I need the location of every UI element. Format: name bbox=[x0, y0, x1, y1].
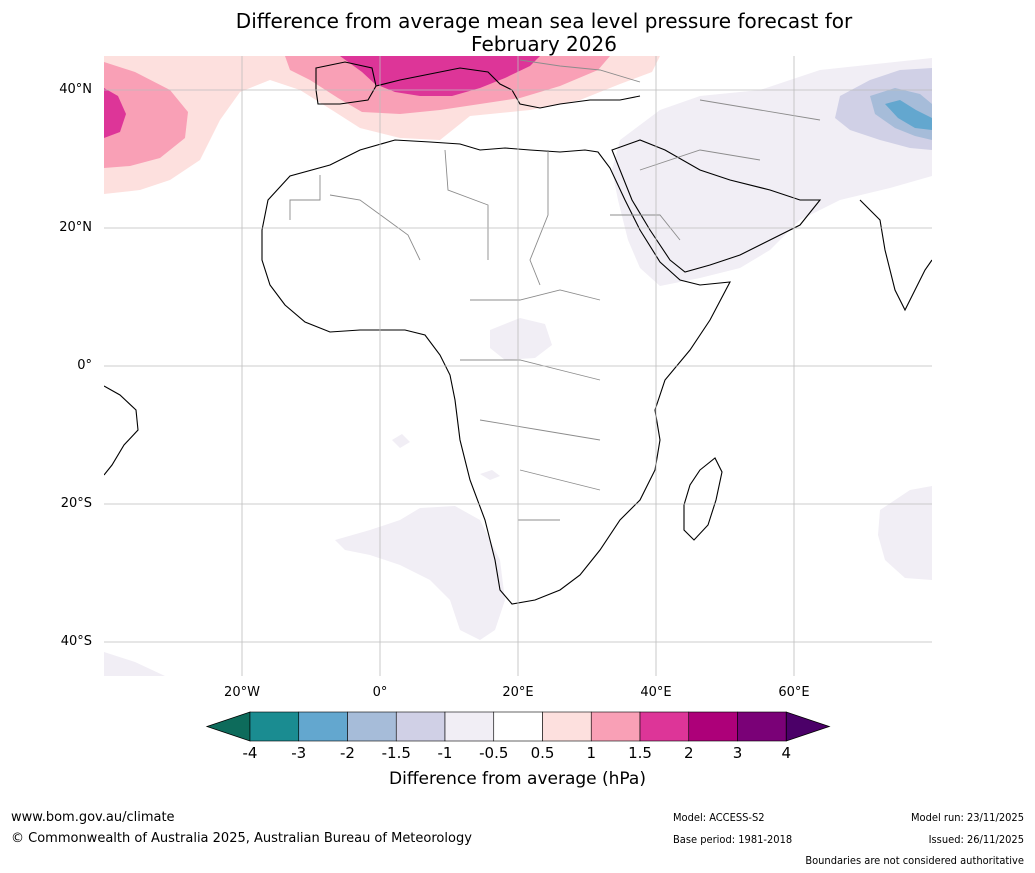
lon-label-40e: 40°E bbox=[640, 685, 672, 700]
colorbar-tick-label: -3 bbox=[291, 744, 307, 762]
anomaly-1-1.5-atlantic bbox=[104, 62, 188, 168]
lat-label-20s: 20°S bbox=[60, 496, 92, 511]
lat-label-40n: 40°N bbox=[59, 82, 92, 97]
lat-label-0: 0° bbox=[77, 358, 92, 373]
lon-label-0: 0° bbox=[372, 685, 388, 700]
south-america-coastline bbox=[104, 385, 139, 476]
colorbar-tick-label: 1 bbox=[586, 744, 597, 762]
colorbar-swatch-10 bbox=[737, 711, 787, 742]
anomaly-1.5-2-mediterranean bbox=[340, 56, 540, 96]
anomaly-neg0.5-neg1-south-atlantic bbox=[335, 506, 505, 640]
colorbar-swatch-1 bbox=[298, 711, 348, 742]
colorbar-swatch-2 bbox=[347, 711, 397, 742]
madagascar-coastline bbox=[683, 457, 723, 541]
colorbar-tick-label: -2 bbox=[340, 744, 355, 762]
anomaly-neg0.5-neg1-indian-ocean bbox=[878, 486, 932, 580]
lat-label-40s: 40°S bbox=[60, 634, 92, 649]
colorbar-tick-label: 1.5 bbox=[628, 744, 652, 762]
iberia-coastline bbox=[315, 61, 377, 105]
colorbar-tick-label: -0.5 bbox=[479, 744, 509, 762]
colorbar-tick-label: -1.5 bbox=[381, 744, 411, 762]
title-line-1: Difference from average mean sea level p… bbox=[235, 9, 853, 33]
lat-label-20n: 20°N bbox=[59, 220, 92, 235]
colorbar-swatch-0 bbox=[249, 711, 300, 742]
anomaly-1.5-2-atlantic bbox=[104, 88, 126, 138]
anomaly-neg2-neg3-himalaya bbox=[885, 100, 932, 130]
africa-coastline bbox=[261, 139, 731, 605]
colorbar-tick-label: 4 bbox=[781, 744, 792, 762]
colorbar-under-arrow bbox=[205, 711, 251, 742]
website-link[interactable]: www.bom.gov.au/climate bbox=[11, 810, 175, 825]
lon-label-60e: 60°E bbox=[778, 685, 810, 700]
colorbar-swatch-7 bbox=[590, 711, 641, 742]
colorbar-swatch-3 bbox=[395, 711, 446, 742]
lon-label-20w: 20°W bbox=[224, 685, 260, 700]
model-run-label: Model run: 23/11/2025 bbox=[911, 811, 1024, 824]
colorbar-tick-label: 0.5 bbox=[530, 744, 555, 762]
colorbar-title: Difference from average (hPa) bbox=[389, 769, 646, 789]
colorbar-swatch-5 bbox=[493, 711, 543, 742]
graticule bbox=[104, 56, 932, 676]
colorbar-tick-label: 2 bbox=[683, 744, 694, 762]
arabia-coastline bbox=[611, 139, 822, 273]
colorbar bbox=[205, 711, 831, 742]
colorbar-tick-label: -4 bbox=[242, 744, 258, 762]
base-period-label: Base period: 1981-2018 bbox=[673, 833, 793, 846]
model-label: Model: ACCESS-S2 bbox=[673, 811, 765, 824]
disclaimer-text: Boundaries are not considered authoritat… bbox=[805, 854, 1024, 867]
anomaly-neg0.5-neg1-southern-ocean bbox=[104, 652, 165, 676]
anomaly-neg0.5-neg1-small bbox=[392, 434, 410, 448]
copyright-text: © Commonwealth of Australia 2025, Austra… bbox=[11, 831, 472, 846]
india-coastline bbox=[859, 199, 932, 312]
anomaly-neg0.5-neg1-small-2 bbox=[480, 470, 500, 480]
colorbar-swatch-4 bbox=[444, 711, 495, 742]
country-borders bbox=[289, 59, 821, 521]
issued-label: Issued: 26/11/2025 bbox=[928, 833, 1024, 846]
colorbar-tick-label: 3 bbox=[732, 744, 743, 762]
anomaly-neg0.5-neg1-central-africa bbox=[490, 318, 552, 360]
colorbar-over-arrow bbox=[785, 711, 831, 742]
map-title: Difference from average mean sea level p… bbox=[130, 10, 958, 56]
colorbar-tick-label: -1 bbox=[437, 744, 453, 762]
coastlines bbox=[104, 61, 932, 605]
colorbar-swatch-6 bbox=[542, 711, 592, 742]
lon-label-20e: 20°E bbox=[502, 685, 534, 700]
colorbar-swatch-8 bbox=[639, 711, 690, 742]
colorbar-swatch-9 bbox=[688, 711, 738, 742]
title-line-2: February 2026 bbox=[471, 32, 617, 56]
